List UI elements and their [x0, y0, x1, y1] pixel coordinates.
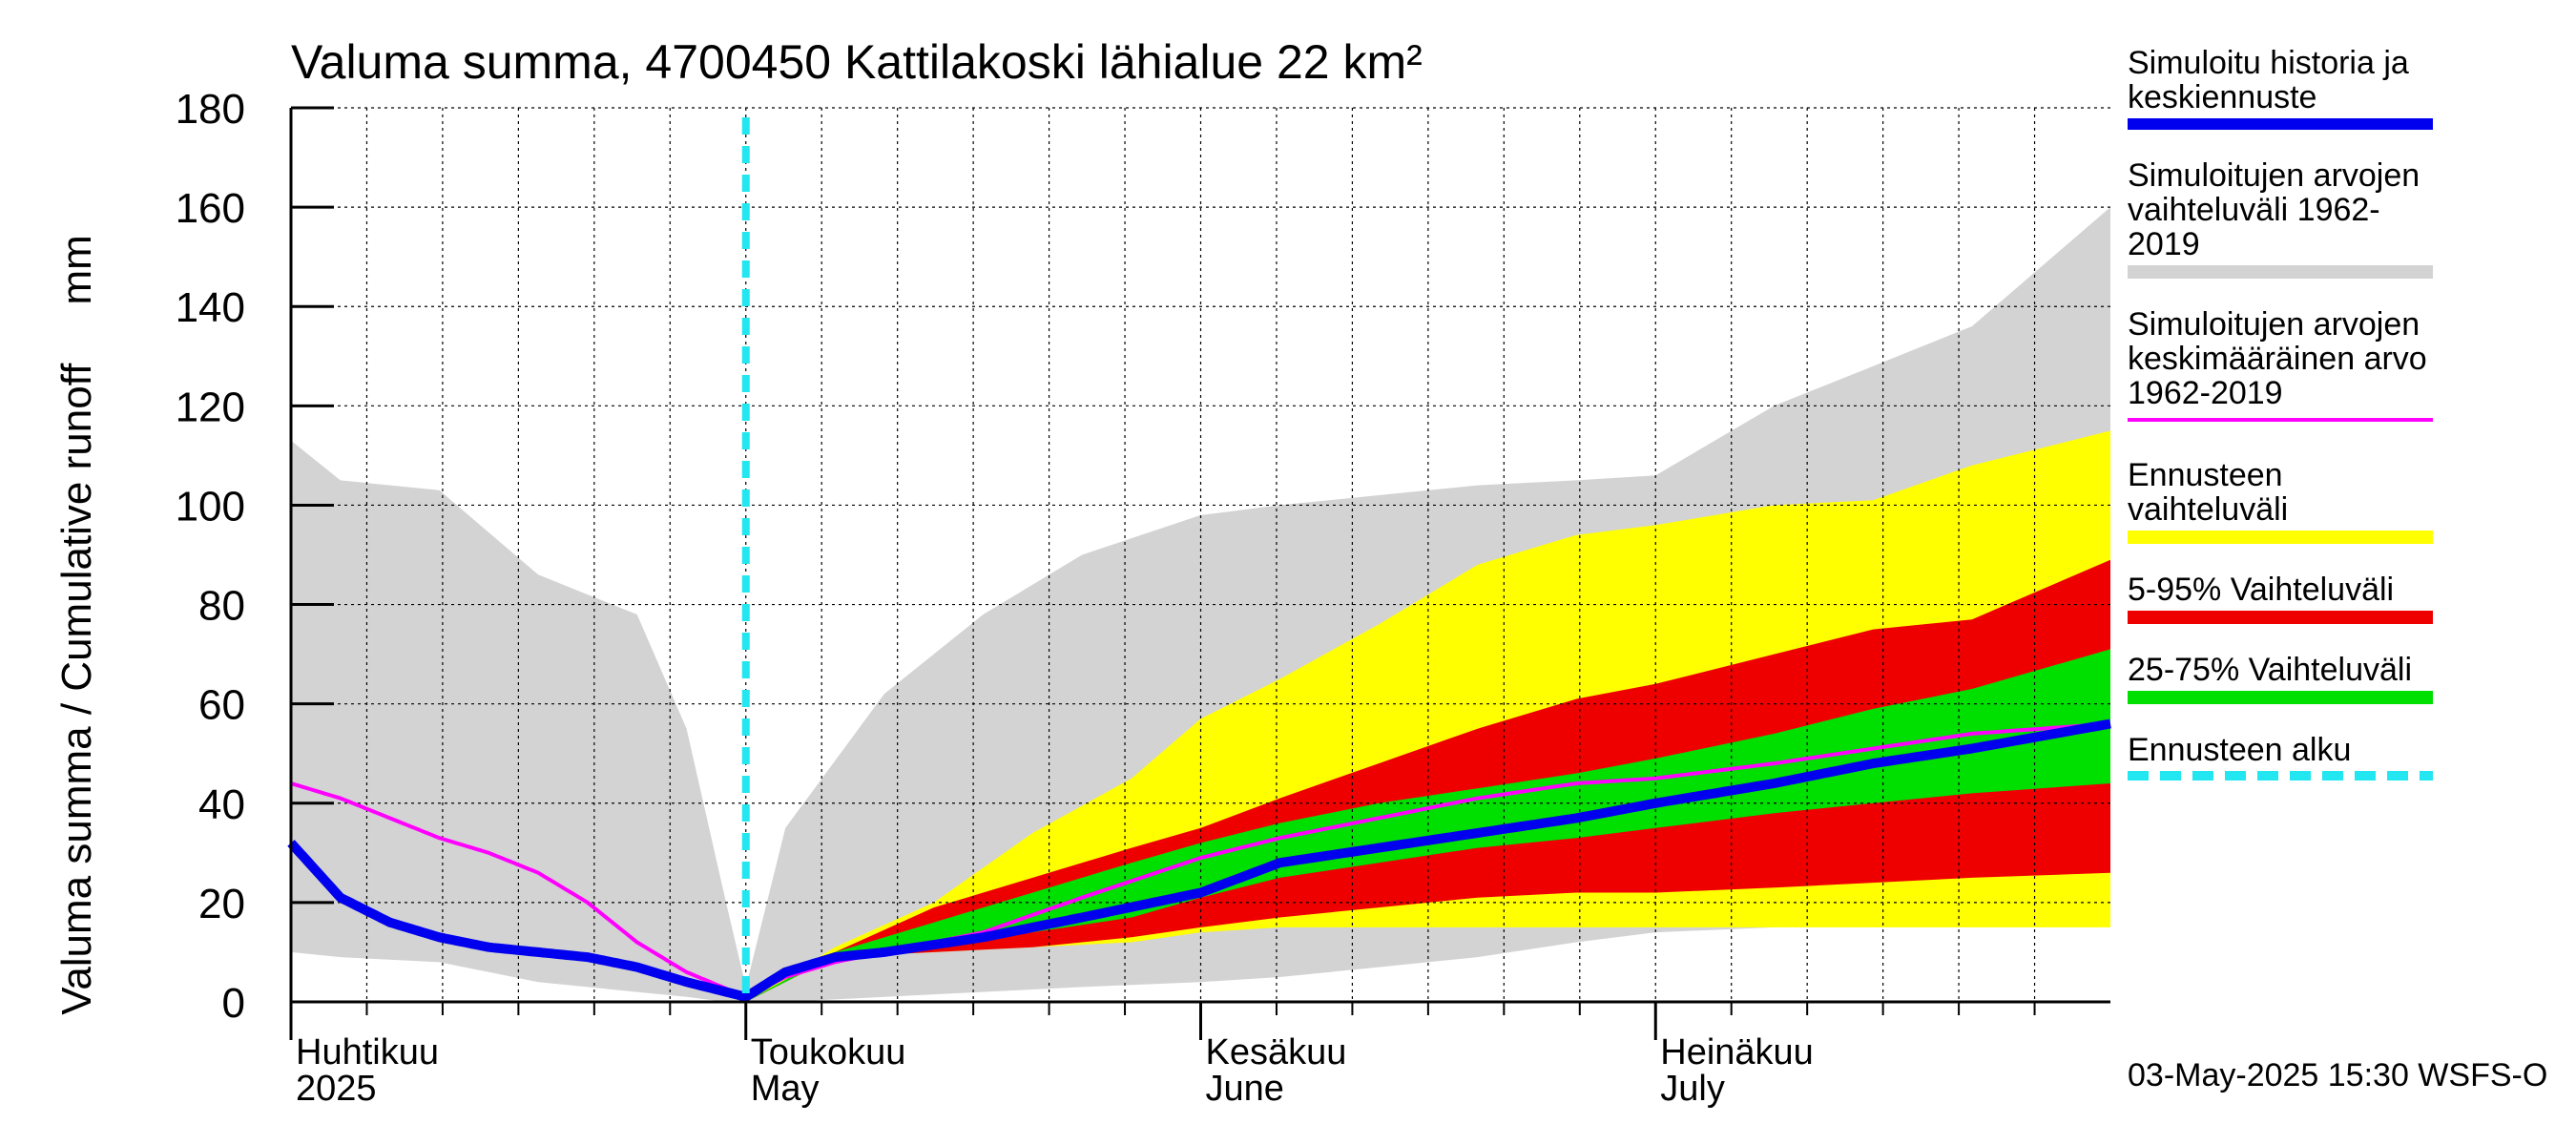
legend-item: 5-95% Vaihteluväli — [2128, 572, 2452, 624]
legend-item: Ennusteen vaihteluväli — [2128, 458, 2452, 544]
month-label: Huhtikuu — [296, 1032, 439, 1072]
legend-swatch — [2128, 691, 2433, 704]
legend-label: Simuloitu historia ja keskiennuste — [2128, 45, 2409, 115]
legend-label: 5-95% Vaihteluväli — [2128, 572, 2395, 608]
y-tick-label: 180 — [176, 86, 245, 133]
legend-label: 25-75% Vaihteluväli — [2128, 652, 2412, 688]
chart-lines — [287, 117, 2111, 1002]
legend-item: Simuloitujen arvojen keskimääräinen arvo… — [2128, 307, 2452, 422]
legend-swatch — [2128, 418, 2433, 422]
y-tick-label: 140 — [176, 284, 245, 331]
month-label: Kesäkuu — [1206, 1032, 1347, 1072]
y-tick-label: 60 — [198, 682, 245, 729]
legend-item: Simuloitu historia ja keskiennuste — [2128, 46, 2452, 130]
legend-swatch — [2128, 118, 2433, 130]
chart-title: Valuma summa, 4700450 Kattilakoski lähia… — [291, 35, 1423, 89]
legend-item: Simuloitujen arvojen vaihteluväli 1962-2… — [2128, 158, 2452, 279]
legend-label: Ennusteen vaihteluväli — [2128, 457, 2289, 528]
legend-item: Ennusteen alku — [2128, 733, 2452, 781]
y-tick-label: 160 — [176, 185, 245, 232]
legend: Simuloitu historia ja keskiennuste Simulo… — [2128, 46, 2452, 809]
y-tick-label: 0 — [222, 980, 245, 1027]
y-tick-label: 40 — [198, 781, 245, 828]
month-label-2: June — [1206, 1069, 1284, 1109]
legend-label: Ennusteen alku — [2128, 732, 2352, 768]
month-label-2: 2025 — [296, 1069, 377, 1109]
timestamp: 03-May-2025 15:30 WSFS-O — [2128, 1057, 2548, 1093]
chart-grid — [291, 107, 2110, 1002]
legend-swatch — [2128, 611, 2433, 624]
y-tick-label: 80 — [198, 583, 245, 630]
month-label: Heinäkuu — [1660, 1032, 1814, 1072]
series-line-5 — [287, 718, 2111, 1002]
month-label-2: July — [1660, 1069, 1725, 1109]
legend-label: Simuloitujen arvojen vaihteluväli 1962-2… — [2128, 157, 2420, 262]
month-label: Toukokuu — [751, 1032, 906, 1072]
legend-swatch — [2128, 265, 2433, 279]
legend-label: Simuloitujen arvojen keskimääräinen arvo… — [2128, 306, 2427, 411]
legend-swatch — [2128, 531, 2433, 544]
month-label-2: May — [751, 1069, 820, 1109]
legend-swatch — [2128, 771, 2433, 781]
legend-item: 25-75% Vaihteluväli — [2128, 653, 2452, 704]
chart-ylabel: Valuma summa / Cumulative runoff mm — [53, 235, 100, 1015]
y-tick-label: 100 — [176, 483, 245, 530]
y-tick-label: 20 — [198, 881, 245, 927]
y-tick-label: 120 — [176, 384, 245, 430]
